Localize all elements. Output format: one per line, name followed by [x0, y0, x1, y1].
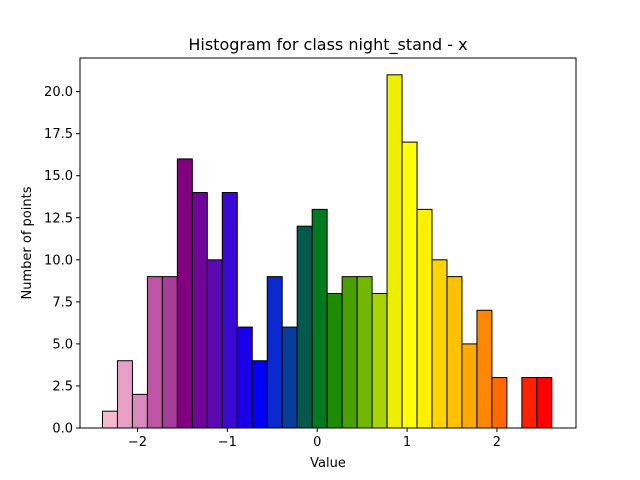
histogram-bar — [266, 276, 283, 429]
y-tick-label: 20.0 — [44, 85, 73, 100]
histogram-bar — [191, 192, 208, 429]
y-axis-ticks: 0.0 2.5 5.0 7.5 10.0 12.5 15.0 17.5 20.0 — [44, 85, 80, 437]
histogram-bar — [221, 192, 238, 429]
histogram-bar — [431, 259, 448, 429]
histogram-bar — [476, 309, 493, 429]
y-tick-label: 17.5 — [44, 127, 73, 142]
y-tick-label: 10.0 — [44, 253, 73, 268]
histogram-bar — [356, 276, 373, 429]
x-tick-label: −1 — [218, 435, 237, 450]
x-tick-label: 1 — [403, 435, 411, 450]
histogram-bar — [326, 292, 343, 429]
histogram-bar — [116, 360, 133, 429]
y-tick-label: 2.5 — [52, 379, 73, 394]
histogram-bar — [386, 74, 403, 429]
chart-title: Histogram for class night_stand - x — [188, 35, 467, 55]
histogram-bar — [401, 141, 418, 429]
x-axis-ticks: −2 −1 0 1 2 — [128, 428, 501, 450]
histogram-bar — [296, 225, 313, 429]
histogram-bar — [251, 360, 268, 429]
y-tick-label: 5.0 — [52, 337, 73, 352]
x-tick-label: −2 — [128, 435, 147, 450]
histogram-bar — [461, 343, 478, 429]
histogram-bar — [146, 276, 163, 429]
y-axis-label: Number of points — [20, 186, 35, 299]
histogram-bar — [446, 276, 463, 429]
histogram-bar — [281, 326, 298, 429]
histogram-bars — [101, 74, 553, 429]
histogram-bar — [236, 326, 253, 429]
y-tick-label: 15.0 — [44, 169, 73, 184]
histogram-bar — [131, 393, 148, 429]
y-tick-label: 7.5 — [52, 295, 73, 310]
histogram-bar — [371, 292, 388, 429]
histogram-bar — [491, 377, 508, 429]
x-tick-label: 2 — [493, 435, 501, 450]
x-axis-label: Value — [310, 456, 346, 471]
x-tick-label: 0 — [313, 435, 321, 450]
histogram-bar — [161, 276, 178, 429]
y-tick-label: 0.0 — [52, 422, 73, 437]
histogram-bar — [101, 410, 118, 429]
y-tick-label: 12.5 — [44, 211, 73, 226]
histogram-bar — [311, 208, 328, 429]
histogram-bar — [176, 158, 193, 429]
histogram-bar — [536, 377, 553, 429]
histogram-bar — [521, 377, 538, 429]
plot-frame — [79, 57, 577, 429]
histogram-bar — [206, 259, 223, 429]
histogram-bar — [416, 208, 433, 429]
histogram-bar — [341, 276, 358, 429]
